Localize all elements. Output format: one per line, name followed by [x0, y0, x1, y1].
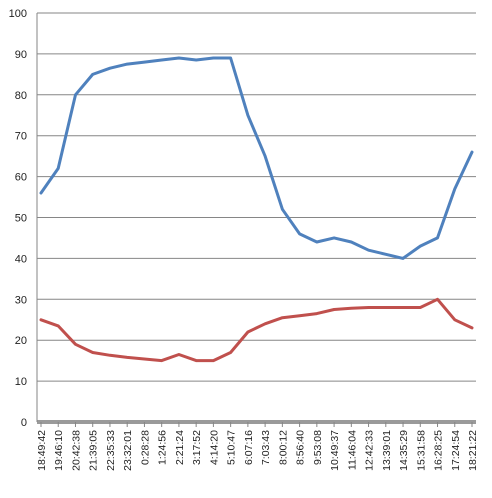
data-point	[91, 73, 94, 76]
data-point	[160, 58, 163, 62]
data-point	[419, 244, 422, 248]
x-tick-label: 10:49:37	[329, 430, 341, 471]
data-point	[39, 318, 43, 321]
data-point	[246, 330, 250, 334]
data-point	[315, 312, 319, 315]
data-point	[281, 316, 284, 319]
data-point	[298, 314, 301, 317]
x-tick-label: 8:56:40	[295, 430, 307, 465]
data-point	[74, 93, 77, 97]
y-tick-label: 70	[15, 131, 27, 143]
x-tick-label: 7:03:43	[260, 430, 272, 465]
x-axis	[36, 13, 476, 427]
data-point	[212, 359, 215, 362]
x-tick-label: 0:28:28	[139, 430, 151, 465]
y-tick-label: 40	[15, 253, 27, 265]
data-point	[143, 60, 146, 64]
x-tick-label: 16:28:25	[433, 430, 445, 471]
x-tick-label: 22:35:33	[105, 430, 117, 471]
data-point	[281, 208, 284, 211]
x-tick-label: 1:24:56	[157, 430, 169, 465]
x-tick-label: 21:39:05	[88, 430, 100, 471]
y-axis-tick-labels: 0 10 20 30 40 50 60 70 80 90 100	[9, 8, 27, 429]
data-point	[91, 351, 94, 354]
x-tick-label: 15:31:58	[415, 430, 427, 471]
data-point	[74, 343, 77, 346]
x-tick-label: 17:24:54	[450, 430, 462, 471]
data-point	[263, 154, 267, 158]
data-point	[419, 306, 422, 309]
x-tick-label: 23:32:01	[122, 430, 134, 471]
data-point	[229, 351, 232, 354]
data-point	[470, 326, 474, 330]
data-point	[57, 167, 60, 170]
data-point	[350, 240, 353, 244]
x-tick-label: 20:42:38	[70, 430, 82, 471]
data-point	[298, 232, 301, 236]
y-tick-label: 80	[15, 90, 27, 102]
x-tick-label: 11:46:04	[346, 430, 358, 470]
data-point	[453, 187, 456, 191]
x-axis-tick-labels: 18:49:42 19:46:10 20:42:38 21:39:05 22:35:33…	[36, 430, 479, 471]
x-tick-label: 14:35:29	[398, 430, 410, 471]
x-tick-label: 5:10:47	[226, 430, 238, 465]
y-tick-label: 90	[15, 49, 27, 61]
data-point	[108, 354, 112, 357]
data-point	[401, 306, 405, 309]
data-point	[108, 67, 112, 70]
y-tick-label: 30	[15, 294, 27, 306]
data-point	[246, 114, 250, 117]
data-point	[367, 306, 370, 309]
x-tick-label: 13:39:01	[381, 430, 393, 471]
data-point	[350, 307, 353, 310]
y-tick-label: 100	[9, 8, 27, 20]
data-point	[384, 306, 387, 309]
data-point	[384, 253, 387, 256]
x-tick-label: 19:46:10	[53, 430, 65, 471]
data-point	[453, 318, 456, 321]
data-point	[57, 324, 60, 328]
data-point	[436, 298, 439, 301]
data-point	[194, 58, 198, 62]
x-tick-label: 9:53:08	[312, 430, 324, 465]
data-point	[160, 359, 163, 362]
data-point	[177, 56, 181, 60]
y-tick-label: 20	[15, 335, 27, 347]
series-line-1	[39, 56, 474, 260]
x-tick-label: 4:14:20	[208, 430, 220, 465]
x-tick-label: 12:42:33	[364, 430, 376, 471]
data-point	[177, 353, 181, 356]
data-point	[126, 356, 129, 359]
x-tick-label: 18:49:42	[36, 430, 48, 471]
y-tick-label: 50	[15, 213, 27, 225]
x-tick-label: 6:07:16	[243, 430, 255, 465]
series-line-2	[39, 297, 474, 363]
data-point	[401, 257, 405, 260]
data-point	[470, 150, 474, 154]
data-point	[39, 191, 43, 195]
x-tick-label: 2:21:24	[174, 430, 186, 465]
data-point	[194, 359, 198, 362]
data-point	[212, 56, 215, 60]
y-tick-label: 10	[15, 376, 27, 388]
data-point	[263, 322, 267, 326]
x-tick-label: 3:17:52	[191, 430, 203, 465]
data-point	[332, 236, 336, 240]
data-point	[126, 62, 129, 66]
data-point	[315, 240, 319, 244]
data-point	[143, 357, 146, 361]
data-point	[229, 56, 232, 60]
data-point	[436, 236, 439, 240]
x-tick-label: 18:21:22	[467, 430, 479, 471]
data-point	[332, 308, 336, 311]
y-tick-label: 60	[15, 172, 27, 184]
gridlines	[37, 12, 476, 382]
y-tick-label: 0	[21, 417, 27, 429]
series-lines	[39, 56, 474, 363]
data-point	[367, 249, 370, 252]
x-tick-label: 8:00:12	[277, 430, 289, 465]
